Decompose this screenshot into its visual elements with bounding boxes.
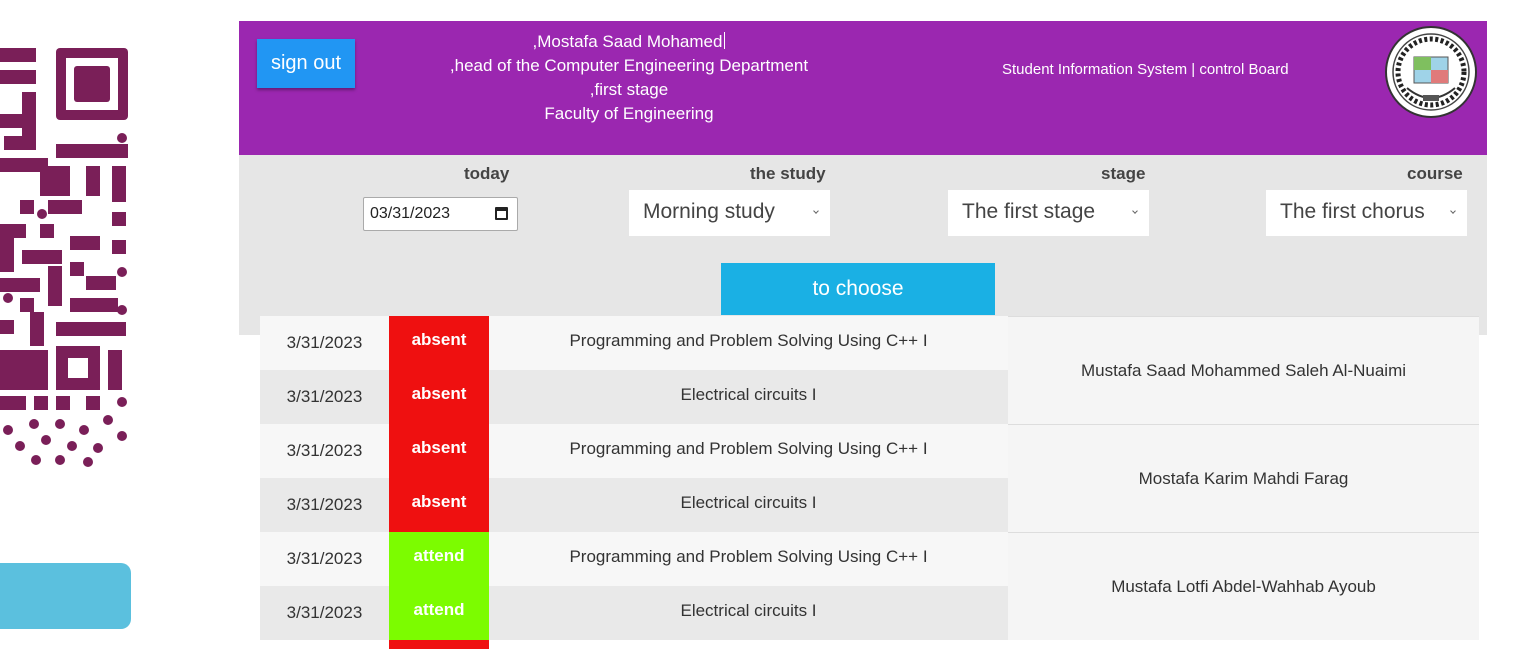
- stage-select[interactable]: The first stage: [948, 190, 1149, 236]
- university-logo-icon: [1385, 26, 1477, 118]
- status-badge-partial: [389, 640, 489, 649]
- table-row: 3/31/2023 absent Programming and Problem…: [260, 316, 1008, 370]
- chevron-down-icon: [813, 208, 819, 214]
- chevron-down-icon: [1132, 208, 1138, 214]
- calendar-icon[interactable]: [495, 207, 508, 220]
- user-role: ,head of the Computer Engineering Depart…: [449, 56, 809, 75]
- choose-button[interactable]: to choose: [721, 263, 995, 315]
- system-title: Student Information System | control Boa…: [1002, 61, 1289, 78]
- status-badge: absent: [389, 370, 489, 424]
- record-course: Programming and Problem Solving Using C+…: [569, 439, 928, 458]
- user-info: ,Mostafa Saad Mohamed ,head of the Compu…: [389, 30, 869, 126]
- record-date: 3/31/2023: [286, 603, 363, 622]
- record-date: 3/31/2023: [286, 387, 363, 406]
- text-cursor: [724, 32, 726, 49]
- table-row: 3/31/2023 attend Programming and Problem…: [260, 532, 1008, 586]
- table-row: 3/31/2023 absent Electrical circuits I: [260, 478, 1008, 532]
- main-panel: sign out ,Mostafa Saad Mohamed ,head of …: [239, 21, 1487, 649]
- record-date: 3/31/2023: [286, 549, 363, 568]
- date-input[interactable]: 03/31/2023: [363, 197, 518, 231]
- record-course: Programming and Problem Solving Using C+…: [569, 331, 928, 350]
- status-badge: attend: [389, 532, 489, 586]
- user-faculty: Faculty of Engineering: [544, 104, 714, 123]
- record-date: 3/31/2023: [286, 333, 363, 352]
- record-course: Programming and Problem Solving Using C+…: [569, 547, 928, 566]
- record-date: 3/31/2023: [286, 441, 363, 460]
- user-name: ,Mostafa Saad Mohamed: [389, 30, 869, 54]
- user-stage: ,first stage: [589, 80, 669, 99]
- study-select[interactable]: Morning study: [629, 190, 830, 236]
- table-row: 3/31/2023 absent Programming and Problem…: [260, 424, 1008, 478]
- status-badge: absent: [389, 478, 489, 532]
- sign-out-button[interactable]: sign out: [257, 39, 355, 88]
- status-badge: absent: [389, 316, 489, 370]
- table-row: 3/31/2023 absent Electrical circuits I: [260, 370, 1008, 424]
- student-name: Mostafa Karim Mahdi Farag: [1008, 424, 1479, 532]
- status-badge: absent: [389, 424, 489, 478]
- record-course: Electrical circuits I: [680, 601, 817, 620]
- status-badge: attend: [389, 586, 489, 640]
- record-course: Electrical circuits I: [680, 493, 817, 512]
- today-label: today: [464, 164, 510, 183]
- qr-code-panel: [0, 40, 135, 480]
- chevron-down-icon: [1450, 208, 1456, 214]
- filter-bar: today 03/31/2023 the study Morning study…: [239, 155, 1487, 335]
- record-date: 3/31/2023: [286, 495, 363, 514]
- student-name: Mustafa Saad Mohammed Saleh Al-Nuaimi: [1008, 316, 1479, 424]
- study-label: the study: [750, 164, 826, 183]
- record-course: Electrical circuits I: [680, 385, 817, 404]
- student-name: Mustafa Lotfi Abdel-Wahhab Ayoub: [1008, 532, 1479, 640]
- stage-label: stage: [1101, 164, 1146, 183]
- side-button[interactable]: [0, 563, 131, 629]
- table-row: 3/31/2023 attend Electrical circuits I: [260, 586, 1008, 640]
- course-select[interactable]: The first chorus: [1266, 190, 1467, 236]
- course-label: course: [1407, 164, 1463, 183]
- qr-code-icon: [0, 48, 128, 467]
- header-bar: sign out ,Mostafa Saad Mohamed ,head of …: [239, 21, 1487, 155]
